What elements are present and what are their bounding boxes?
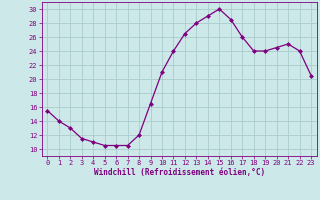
X-axis label: Windchill (Refroidissement éolien,°C): Windchill (Refroidissement éolien,°C) bbox=[94, 168, 265, 177]
